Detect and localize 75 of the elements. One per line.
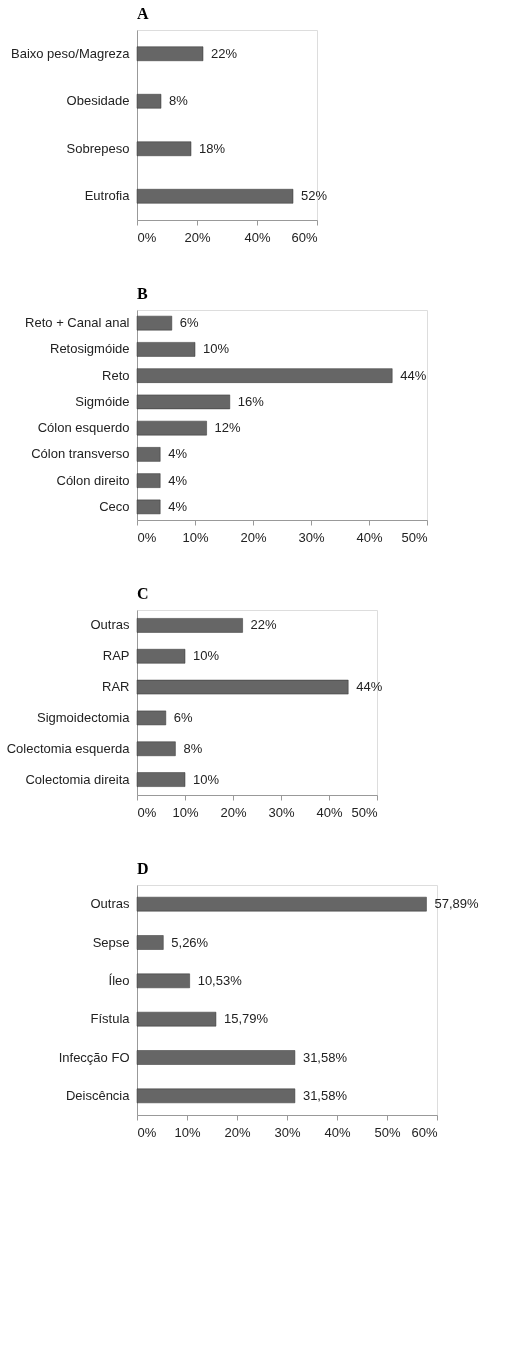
y-tick-label: Outras	[90, 617, 130, 633]
data-label: 8%	[169, 93, 189, 109]
data-label: 6%	[179, 315, 200, 331]
y-tick-label: Infecção FO	[58, 1049, 130, 1065]
y-tick-label: Sigmóide	[75, 393, 130, 409]
y-tick-label: Sigmoidectomia	[37, 709, 131, 725]
y-tick-label: Reto + Canal anal	[25, 315, 130, 331]
x-tick-label: 30%	[268, 804, 295, 820]
data-label: 4%	[168, 472, 188, 488]
data-label: 44%	[400, 367, 427, 383]
x-tick-label: 20%	[220, 804, 247, 820]
x-tick-label: 0%	[137, 804, 157, 820]
data-label: 31,58%	[302, 1049, 348, 1065]
data-label: 44%	[356, 679, 383, 695]
data-label: 16%	[237, 393, 265, 409]
y-tick-label: Fístula	[90, 1011, 131, 1027]
data-label: 15,79%	[223, 1011, 269, 1027]
data-label: 8%	[183, 740, 203, 756]
x-tick-label: 0%	[137, 229, 157, 245]
data-label: 5,26%	[171, 934, 209, 950]
data-label: 22%	[250, 617, 278, 633]
data-label: 10%	[203, 341, 230, 357]
y-tick-label: Sobrepeso	[66, 140, 130, 156]
x-tick-label: 50%	[351, 804, 378, 820]
x-tick-label: 60%	[411, 1124, 438, 1140]
x-tick-label: 30%	[298, 529, 325, 545]
y-tick-label: RAR	[102, 679, 130, 695]
data-label: 6%	[173, 709, 194, 725]
y-tick-label: Outras	[90, 896, 130, 912]
data-label: 12%	[214, 420, 242, 436]
y-tick-label: Colectomia direita	[25, 771, 131, 787]
data-label: 10,53%	[197, 972, 243, 988]
x-tick-label: 50%	[401, 529, 428, 545]
x-tick-label: 60%	[291, 229, 318, 245]
y-tick-label: Cólon esquerdo	[37, 420, 130, 436]
x-tick-label: 20%	[240, 529, 267, 545]
y-tick-label: Baixo peso/Magreza	[10, 45, 131, 61]
data-label: 10%	[193, 771, 220, 787]
data-label: 10%	[193, 648, 220, 664]
x-tick-label: 30%	[274, 1124, 301, 1140]
chart-title: C	[137, 585, 149, 602]
x-tick-label: 20%	[184, 229, 211, 245]
x-tick-label: 10%	[172, 804, 199, 820]
x-tick-label: 20%	[224, 1124, 251, 1140]
data-label: 18%	[199, 140, 226, 156]
y-tick-label: Obesidade	[66, 93, 130, 109]
y-tick-label: Íleo	[108, 972, 130, 988]
x-tick-label: 40%	[244, 229, 271, 245]
x-tick-label: 10%	[174, 1124, 201, 1140]
y-tick-label: Deiscência	[65, 1087, 131, 1103]
chart-title: B	[137, 285, 148, 302]
x-tick-label: 50%	[374, 1124, 401, 1140]
x-tick-label: 10%	[182, 529, 209, 545]
chart-title: D	[137, 860, 149, 877]
data-label: 57,89%	[434, 896, 479, 912]
data-label: 31,58%	[302, 1087, 348, 1103]
data-label: 22%	[211, 45, 238, 61]
x-tick-label: 0%	[137, 1124, 157, 1140]
y-tick-label: Retosigmóide	[50, 341, 130, 357]
data-label: 52%	[301, 188, 328, 204]
y-tick-label: Sepse	[92, 934, 130, 950]
y-tick-label: Cólon transverso	[31, 446, 130, 462]
y-tick-label: Reto	[102, 367, 130, 383]
y-tick-label: Cólon direito	[56, 472, 130, 488]
x-tick-label: 40%	[356, 529, 383, 545]
chart-title: A	[137, 5, 149, 22]
data-label: 4%	[168, 446, 188, 462]
data-label: 4%	[168, 498, 188, 514]
x-tick-label: 40%	[324, 1124, 351, 1140]
x-tick-label: 40%	[316, 804, 343, 820]
x-tick-label: 0%	[137, 529, 157, 545]
y-tick-label: RAP	[102, 648, 130, 664]
y-tick-label: Eutrofia	[84, 188, 131, 204]
y-tick-label: Ceco	[99, 498, 130, 514]
y-tick-label: Colectomia esquerda	[6, 740, 131, 756]
